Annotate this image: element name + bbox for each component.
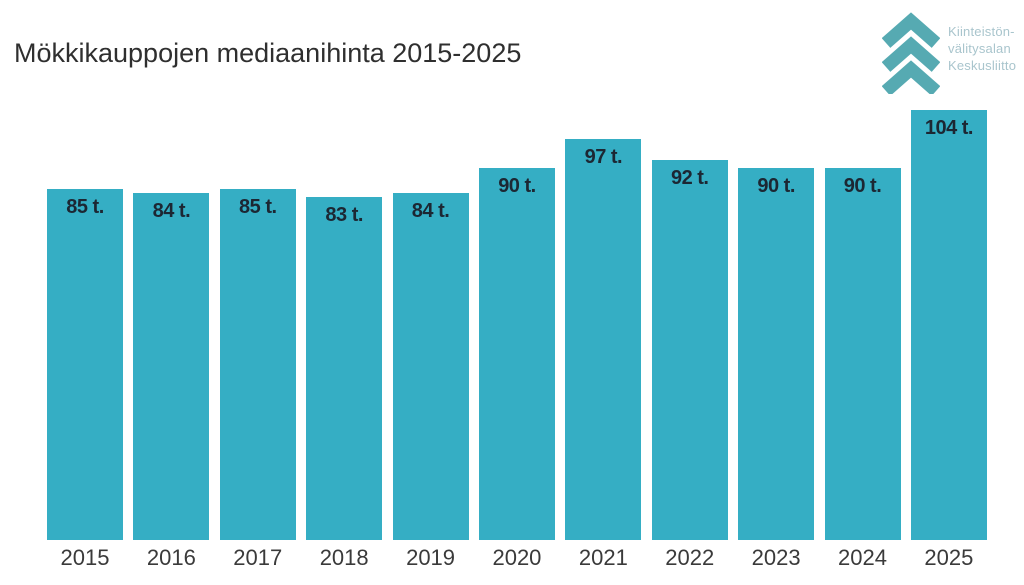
bar-2017: 85 t. bbox=[219, 188, 296, 540]
bar-2019: 84 t. bbox=[392, 192, 469, 540]
bar-value-label: 84 t. bbox=[411, 199, 450, 222]
bar-2018: 83 t. bbox=[306, 196, 383, 540]
x-axis-label: 2018 bbox=[319, 545, 369, 570]
bar-value-label: 97 t. bbox=[584, 145, 623, 168]
x-axis-label: 2022 bbox=[665, 545, 715, 570]
bar-2023: 90 t. bbox=[738, 167, 815, 540]
chevron-up-icon bbox=[882, 36, 940, 72]
logo-text-line: Kiinteistön- bbox=[948, 24, 1015, 39]
bar-value-label: 92 t. bbox=[670, 166, 709, 189]
bar-2025: 104 t. bbox=[910, 110, 987, 540]
bar-value-label: 84 t. bbox=[152, 199, 191, 222]
x-axis-label: 2025 bbox=[924, 545, 974, 570]
bar-value-label: 90 t. bbox=[498, 174, 536, 197]
logo-text-line: välitysalan bbox=[948, 41, 1011, 56]
bar-2016: 84 t. bbox=[133, 192, 210, 540]
chevron-up-icon bbox=[882, 60, 940, 94]
x-axis-label: 2015 bbox=[60, 545, 110, 570]
x-axis-label: 2019 bbox=[406, 545, 456, 570]
bar-2022: 92 t. bbox=[651, 159, 728, 540]
bar-value-label: 85 t. bbox=[239, 195, 277, 218]
bar-2021: 97 t. bbox=[565, 138, 642, 540]
bar-2020: 90 t. bbox=[478, 167, 555, 540]
bar-value-label: 90 t. bbox=[843, 174, 882, 197]
bar-2024: 90 t. bbox=[824, 167, 901, 540]
x-axis-label: 2016 bbox=[146, 545, 196, 570]
chart-title: Mökkikauppojen mediaanihinta 2015-2025 bbox=[14, 38, 522, 68]
logo-chevrons-icon bbox=[882, 12, 940, 94]
logo-text-line: Keskusliitto bbox=[948, 58, 1017, 73]
x-axis-labels: 2015 2016 2017 2018 2019 2020 2021 2022 2023 2024… bbox=[47, 545, 987, 571]
x-axis-label: 2020 bbox=[492, 545, 542, 570]
bar-2015: 85 t. bbox=[47, 188, 123, 540]
x-axis-label: 2021 bbox=[578, 545, 628, 570]
bar-value-label: 104 t. bbox=[924, 117, 974, 139]
bar-value-label: 85 t. bbox=[66, 195, 104, 218]
bar-value-label: 83 t. bbox=[325, 203, 363, 226]
bar-value-label: 90 t. bbox=[757, 174, 795, 197]
chevron-up-icon bbox=[882, 12, 940, 48]
logo-text: Kiinteistön- välitysalan Keskusliitto bbox=[948, 23, 1016, 74]
x-axis-label: 2017 bbox=[233, 545, 283, 570]
logo: Kiinteistön- välitysalan Keskusliitto bbox=[882, 12, 1016, 94]
bar-group: 85 t. 84 t. 85 t. 83 t. 84 t. 90 t. 97 t. 92 t.… bbox=[47, 110, 987, 540]
x-axis-label: 2024 bbox=[838, 545, 887, 570]
x-axis-label: 2023 bbox=[751, 545, 801, 570]
